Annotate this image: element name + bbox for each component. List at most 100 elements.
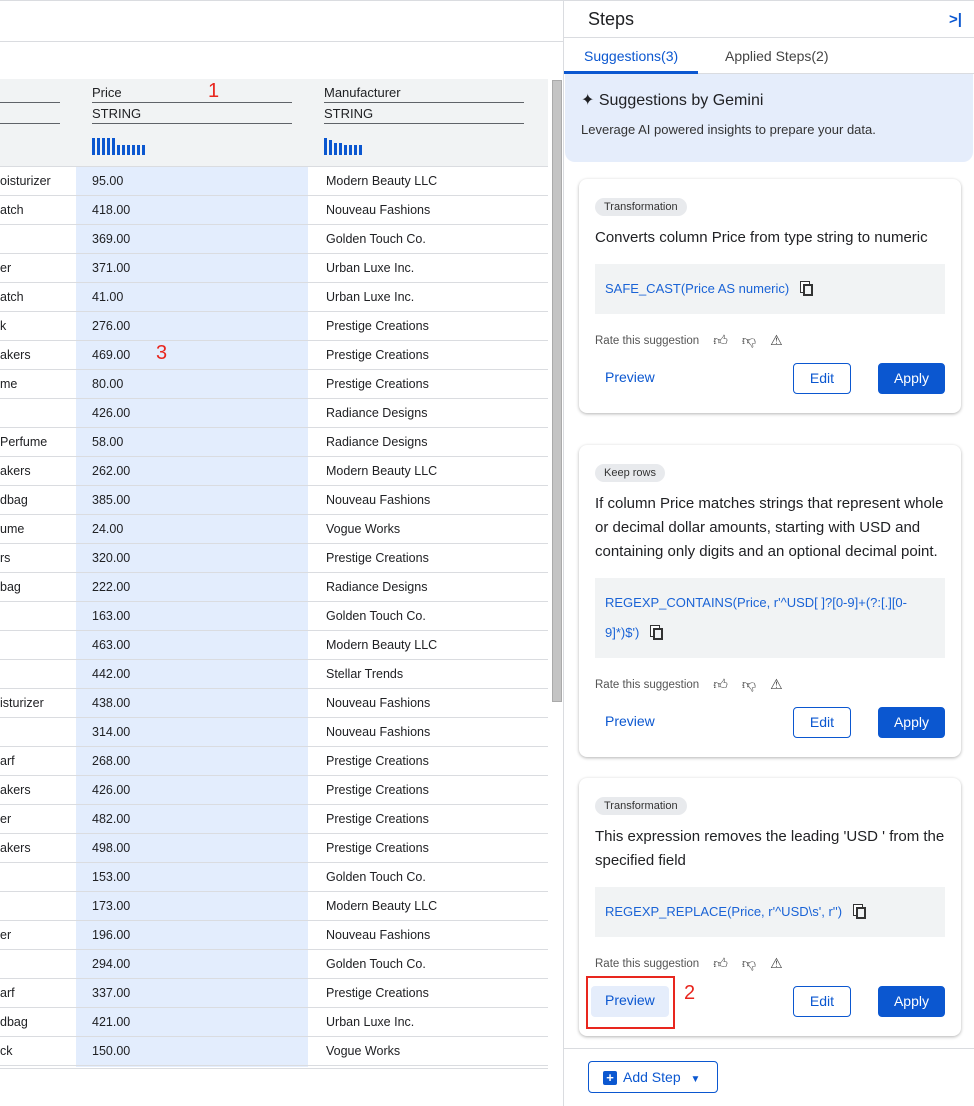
price-cell[interactable]: 276.00: [92, 319, 131, 333]
feedback-icon[interactable]: ⚠︎: [770, 332, 783, 348]
table-scrollbar[interactable]: [552, 80, 562, 702]
product-cell[interactable]: akers: [0, 841, 31, 855]
price-cell[interactable]: 498.00: [92, 841, 131, 855]
product-cell[interactable]: oisturizer: [0, 174, 51, 188]
product-cell[interactable]: er: [0, 928, 12, 942]
price-cell[interactable]: 337.00: [92, 986, 131, 1000]
manufacturer-cell[interactable]: Vogue Works: [326, 522, 401, 536]
preview-button[interactable]: Preview: [605, 369, 655, 385]
collapse-right-icon[interactable]: >|: [949, 11, 962, 28]
price-cell[interactable]: 41.00: [92, 290, 124, 304]
price-cell[interactable]: 438.00: [92, 696, 131, 710]
preview-button[interactable]: Preview: [605, 713, 655, 729]
copy-icon[interactable]: [653, 627, 664, 640]
manufacturer-cell[interactable]: Prestige Creations: [326, 812, 429, 826]
manufacturer-cell[interactable]: Golden Touch Co.: [326, 232, 426, 246]
product-cell[interactable]: atch: [0, 290, 24, 304]
manufacturer-cell[interactable]: Prestige Creations: [326, 783, 429, 797]
edit-button[interactable]: Edit: [792, 363, 851, 394]
product-cell[interactable]: akers: [0, 783, 31, 797]
manufacturer-cell[interactable]: Urban Luxe Inc.: [326, 1015, 415, 1029]
manufacturer-cell[interactable]: Prestige Creations: [326, 348, 429, 362]
manufacturer-cell[interactable]: Prestige Creations: [326, 841, 429, 855]
price-cell[interactable]: 268.00: [92, 754, 131, 768]
price-cell[interactable]: 80.00: [92, 377, 124, 391]
product-cell[interactable]: Perfume: [0, 435, 48, 449]
price-cell[interactable]: 320.00: [92, 551, 131, 565]
manufacturer-cell[interactable]: Modern Beauty LLC: [326, 174, 438, 188]
manufacturer-cell[interactable]: Prestige Creations: [326, 377, 429, 391]
price-cell[interactable]: 314.00: [92, 725, 131, 739]
price-cell[interactable]: 24.00: [92, 522, 124, 536]
edit-button[interactable]: Edit: [792, 986, 851, 1017]
price-cell[interactable]: 426.00: [92, 406, 131, 420]
thumbs-down-icon[interactable]: 👎︎: [741, 332, 757, 348]
price-cell[interactable]: 95.00: [92, 174, 124, 188]
feedback-icon[interactable]: ⚠︎: [770, 955, 783, 971]
copy-icon[interactable]: [803, 283, 814, 296]
price-cell[interactable]: 294.00: [92, 957, 131, 971]
manufacturer-cell[interactable]: Prestige Creations: [326, 319, 429, 333]
price-cell[interactable]: 369.00: [92, 232, 131, 246]
product-cell[interactable]: ck: [0, 1044, 13, 1058]
thumbs-up-icon[interactable]: 👍︎: [713, 955, 728, 971]
column-header-manufacturer[interactable]: Manufacturer STRING: [324, 79, 524, 167]
price-cell[interactable]: 262.00: [92, 464, 131, 478]
manufacturer-cell[interactable]: Golden Touch Co.: [326, 957, 426, 971]
manufacturer-cell[interactable]: Modern Beauty LLC: [326, 464, 438, 478]
thumbs-down-icon[interactable]: 👎︎: [741, 676, 757, 692]
price-cell[interactable]: 371.00: [92, 261, 131, 275]
product-cell[interactable]: isturizer: [0, 696, 44, 710]
manufacturer-cell[interactable]: Prestige Creations: [326, 986, 429, 1000]
product-cell[interactable]: atch: [0, 203, 24, 217]
thumbs-up-icon[interactable]: 👍︎: [713, 676, 728, 692]
product-cell[interactable]: rs: [0, 551, 11, 565]
product-cell[interactable]: akers: [0, 464, 31, 478]
thumbs-up-icon[interactable]: 👍︎: [713, 332, 728, 348]
price-cell[interactable]: 222.00: [92, 580, 131, 594]
manufacturer-cell[interactable]: Prestige Creations: [326, 754, 429, 768]
apply-button[interactable]: Apply: [877, 986, 945, 1017]
column-header-hidden[interactable]: [0, 79, 60, 167]
manufacturer-cell[interactable]: Golden Touch Co.: [326, 870, 426, 884]
price-cell[interactable]: 385.00: [92, 493, 131, 507]
product-cell[interactable]: er: [0, 812, 12, 826]
manufacturer-cell[interactable]: Nouveau Fashions: [326, 928, 431, 942]
product-cell[interactable]: ume: [0, 522, 25, 536]
product-cell[interactable]: er: [0, 261, 12, 275]
price-cell[interactable]: 153.00: [92, 870, 131, 884]
price-cell[interactable]: 469.00: [92, 348, 131, 362]
price-cell[interactable]: 173.00: [92, 899, 131, 913]
price-cell[interactable]: 421.00: [92, 1015, 131, 1029]
price-cell[interactable]: 418.00: [92, 203, 131, 217]
price-cell[interactable]: 58.00: [92, 435, 124, 449]
product-cell[interactable]: arf: [0, 986, 15, 1000]
manufacturer-cell[interactable]: Golden Touch Co.: [326, 609, 426, 623]
manufacturer-cell[interactable]: Modern Beauty LLC: [326, 899, 438, 913]
tab-suggestions[interactable]: Suggestions(3): [564, 38, 699, 74]
column-header-price[interactable]: Price STRING: [92, 79, 292, 167]
manufacturer-cell[interactable]: Radiance Designs: [326, 580, 428, 594]
feedback-icon[interactable]: ⚠︎: [770, 676, 783, 692]
price-cell[interactable]: 150.00: [92, 1044, 131, 1058]
manufacturer-cell[interactable]: Stellar Trends: [326, 667, 404, 681]
price-cell[interactable]: 442.00: [92, 667, 131, 681]
manufacturer-cell[interactable]: Vogue Works: [326, 1044, 401, 1058]
product-cell[interactable]: akers: [0, 348, 31, 362]
price-cell[interactable]: 196.00: [92, 928, 131, 942]
manufacturer-cell[interactable]: Radiance Designs: [326, 406, 428, 420]
manufacturer-cell[interactable]: Radiance Designs: [326, 435, 428, 449]
price-cell[interactable]: 426.00: [92, 783, 131, 797]
manufacturer-cell[interactable]: Nouveau Fashions: [326, 493, 431, 507]
product-cell[interactable]: bag: [0, 580, 21, 594]
apply-button[interactable]: Apply: [877, 363, 945, 394]
manufacturer-cell[interactable]: Urban Luxe Inc.: [326, 261, 415, 275]
manufacturer-cell[interactable]: Nouveau Fashions: [326, 696, 431, 710]
edit-button[interactable]: Edit: [792, 707, 851, 738]
thumbs-down-icon[interactable]: 👎︎: [741, 955, 757, 971]
price-cell[interactable]: 482.00: [92, 812, 131, 826]
product-cell[interactable]: dbag: [0, 493, 28, 507]
product-cell[interactable]: k: [0, 319, 7, 333]
product-cell[interactable]: me: [0, 377, 18, 391]
manufacturer-cell[interactable]: Urban Luxe Inc.: [326, 290, 415, 304]
